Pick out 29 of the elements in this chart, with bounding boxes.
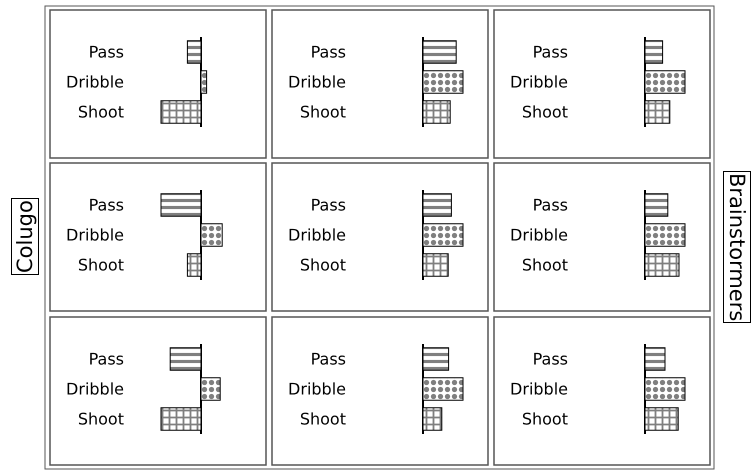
y-tick-label: Shoot <box>78 256 124 275</box>
y-tick-label: Pass <box>532 42 568 62</box>
y-tick-label: Shoot <box>78 102 124 122</box>
y-tick-label: Pass <box>88 42 124 62</box>
y-tick-label: Dribble <box>510 380 568 399</box>
y-tick-label: Pass <box>532 196 568 215</box>
y-tick-label: Shoot <box>522 256 568 275</box>
y-tick-label: Pass <box>310 42 346 62</box>
y-tick-label: Shoot <box>522 102 568 122</box>
y-tick-label: Pass <box>532 350 568 369</box>
y-tick-label: Pass <box>310 350 346 369</box>
y-tick-label: Shoot <box>78 410 124 429</box>
y-tick-label: Dribble <box>66 380 124 399</box>
y-tick-label: Shoot <box>300 410 346 429</box>
y-tick-label: Pass <box>88 196 124 215</box>
y-tick-label: Dribble <box>288 72 346 92</box>
y-tick-label: Shoot <box>300 256 346 275</box>
y-tick-label: Shoot <box>300 102 346 122</box>
y-tick-label: Shoot <box>522 410 568 429</box>
y-tick-label: Dribble <box>510 226 568 245</box>
y2-axis-title: Brainstormers <box>725 173 749 322</box>
y-tick-label: Dribble <box>288 380 346 399</box>
y-axis-title: Colugo <box>13 200 37 273</box>
y-tick-label: Dribble <box>510 72 568 92</box>
y-tick-label: Pass <box>310 196 346 215</box>
y-tick-label: Dribble <box>66 72 124 92</box>
y-tick-label: Dribble <box>66 226 124 245</box>
y-tick-label: Dribble <box>288 226 346 245</box>
y-tick-label: Pass <box>88 350 124 369</box>
